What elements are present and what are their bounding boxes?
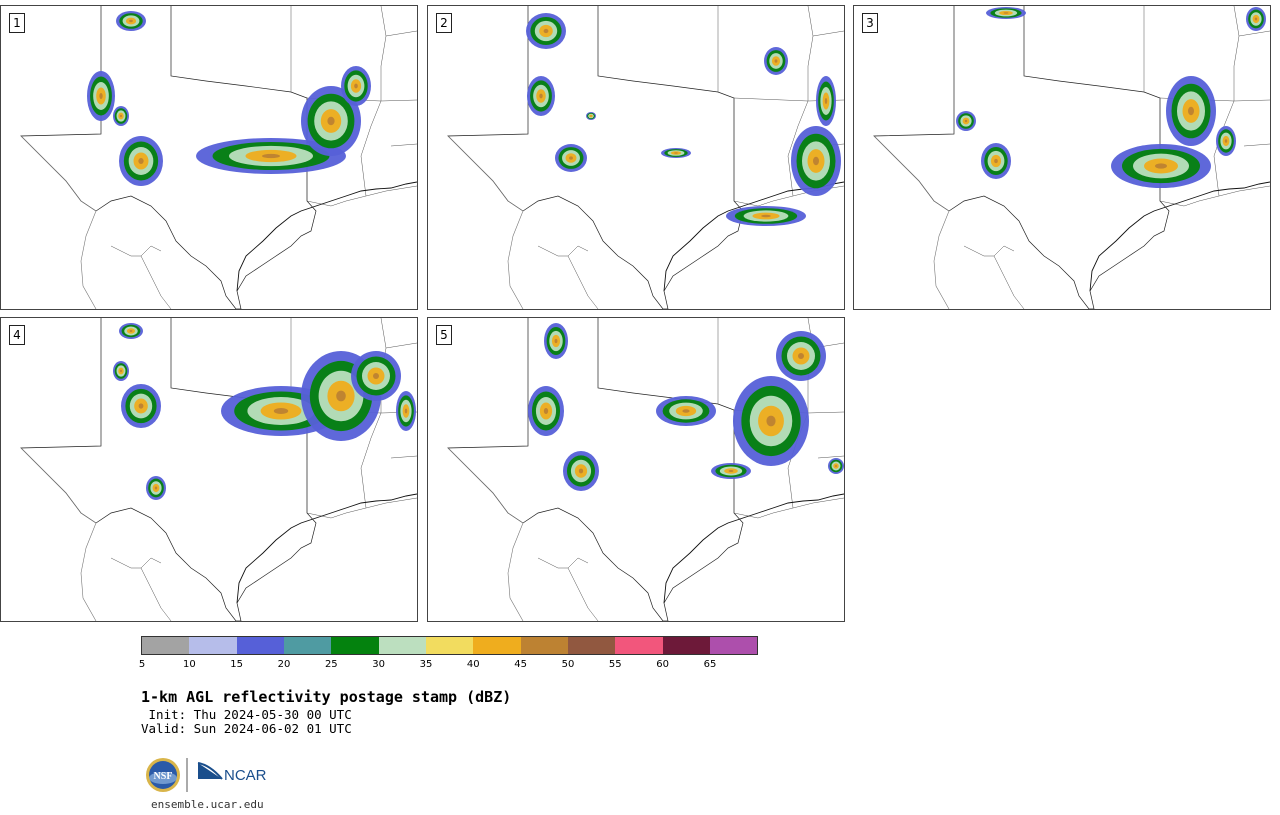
colorbar-swatch — [142, 637, 190, 654]
colorbar-swatch — [567, 637, 616, 654]
colorbar-tick-label: 5 — [138, 659, 146, 670]
colorbar-tick-label: 40 — [466, 659, 480, 670]
postage-stamp-panel-1: 1 — [0, 5, 418, 310]
colorbar-swatch — [615, 637, 663, 654]
panel-number-3: 3 — [862, 13, 878, 33]
reflectivity-colorbar — [141, 636, 759, 655]
colorbar-swatch — [236, 637, 284, 654]
colorbar-swatch — [331, 637, 379, 654]
colorbar-tick-label: 25 — [324, 659, 338, 670]
colorbar-swatch — [662, 637, 710, 654]
colorbar-tick-label: 55 — [608, 659, 622, 670]
panel-number-5: 5 — [436, 325, 452, 345]
colorbar-swatch — [709, 637, 758, 654]
colorbar-tick-label: 65 — [703, 659, 717, 670]
colorbar-tick-label: 35 — [419, 659, 433, 670]
panel-number-2: 2 — [436, 13, 452, 33]
colorbar-tick-label: 15 — [230, 659, 244, 670]
basemap-4 — [20, 318, 417, 621]
panel-number-4: 4 — [9, 325, 25, 345]
colorbar-tick-label: 50 — [561, 659, 575, 670]
colorbar-swatch — [425, 637, 474, 654]
colorbar-tick-label: 60 — [656, 659, 669, 670]
init-time: Init: Thu 2024-05-30 00 UTC — [141, 707, 352, 722]
panel-number-1: 1 — [9, 13, 25, 33]
colorbar-swatch — [473, 637, 521, 654]
ncar-logo: NCAR — [197, 762, 267, 784]
colorbar-swatch — [189, 637, 237, 654]
colorbar-tick-label: 20 — [277, 659, 291, 670]
nsf-logo: NSF — [146, 758, 180, 792]
svg-text:NSF: NSF — [154, 771, 173, 782]
colorbar-tick-labels: 5 10 15 20 25 30 35 40 45 50 55 60 65 — [138, 659, 761, 673]
basemap-1 — [20, 6, 417, 309]
nsf-ncar-logo: NSF NCAR — [146, 758, 267, 792]
colorbar-swatch — [520, 637, 568, 654]
basemap-2 — [447, 6, 844, 309]
valid-time: Valid: Sun 2024-06-02 01 UTC — [141, 721, 352, 736]
postage-stamp-panel-5: 5 — [427, 317, 845, 622]
colorbar-swatch — [378, 637, 426, 654]
figure-title: 1-km AGL reflectivity postage stamp (dBZ… — [141, 688, 512, 706]
svg-text:NCAR: NCAR — [224, 767, 267, 784]
basemap-3 — [873, 6, 1270, 309]
colorbar-tick-label: 45 — [514, 659, 527, 670]
colorbar-tick-label: 10 — [182, 659, 196, 670]
postage-stamp-panel-4: 4 — [0, 317, 418, 622]
colorbar-tick-label: 30 — [372, 659, 386, 670]
postage-stamp-panel-3: 3 — [853, 5, 1271, 310]
basemap-5 — [447, 318, 844, 621]
site-url: ensemble.ucar.edu — [151, 798, 264, 811]
postage-stamp-panel-2: 2 — [427, 5, 845, 310]
colorbar-swatch — [283, 637, 332, 654]
logos: NSF NCAR — [144, 755, 274, 795]
